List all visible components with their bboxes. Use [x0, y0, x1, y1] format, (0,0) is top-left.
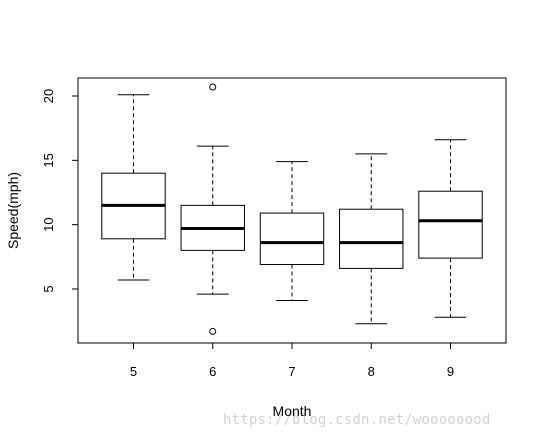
x-tick-label: 8 [368, 364, 375, 379]
y-tick-label: 10 [41, 217, 56, 231]
x-axis-title: Month [273, 403, 312, 419]
box-iqr [259, 212, 325, 266]
box-iqr [339, 208, 404, 269]
watermark-text: https://blog.csdn.net/woooooood [223, 412, 491, 428]
x-tick-label: 6 [209, 364, 216, 379]
y-tick-label: 20 [41, 89, 56, 103]
y-axis-title: Speed(mph) [5, 172, 21, 249]
x-tick-label: 5 [130, 364, 137, 379]
x-tick-label: 7 [288, 364, 295, 379]
outlier-point [209, 83, 217, 91]
y-tick-label: 5 [41, 285, 56, 292]
outlier-point [209, 327, 217, 335]
box-iqr [418, 190, 483, 259]
x-tick-label: 9 [447, 364, 454, 379]
y-tick-label: 15 [41, 153, 56, 167]
